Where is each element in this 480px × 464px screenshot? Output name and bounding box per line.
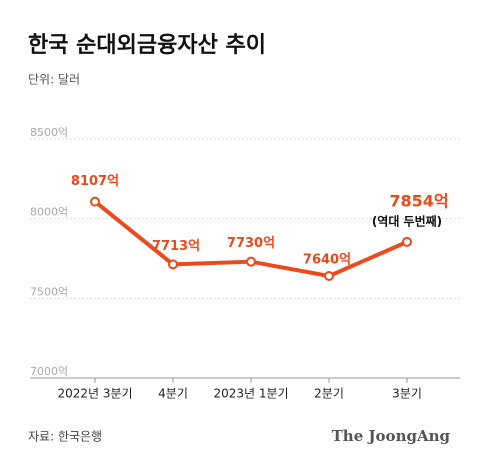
x-tick-label: 2분기 (314, 387, 344, 401)
point (168, 259, 178, 270)
value-label: 7640억 (303, 253, 351, 268)
brand: The JoongAng (332, 427, 451, 445)
value-label: 7854억 (389, 191, 448, 210)
x-tick-label: 2022년 3분기 (57, 387, 132, 401)
x-tick-label: 3분기 (392, 387, 422, 401)
y-tick-label: 7500억 (30, 285, 68, 298)
chart-subtitle: 단위: 달러 (28, 73, 80, 87)
y-tick-label: 7000억 (30, 365, 68, 378)
point (246, 256, 256, 267)
y-tick-label: 8000억 (30, 206, 68, 219)
value-label: 7713억 (152, 239, 200, 254)
source: 자료: 한국은행 (28, 429, 102, 444)
value-label: 8107억 (71, 174, 119, 189)
value-label: 7730억 (227, 236, 275, 251)
point (402, 236, 412, 247)
y-tick-label: 8500억 (30, 126, 68, 139)
x-tick-label: 2023년 1분기 (213, 387, 288, 401)
chart-title: 한국 순대외금융자산 추이 (28, 33, 266, 58)
point (324, 271, 334, 282)
point (90, 196, 100, 207)
annotation: (역대 두번째) (372, 213, 442, 228)
x-tick-label: 4분기 (158, 387, 188, 401)
